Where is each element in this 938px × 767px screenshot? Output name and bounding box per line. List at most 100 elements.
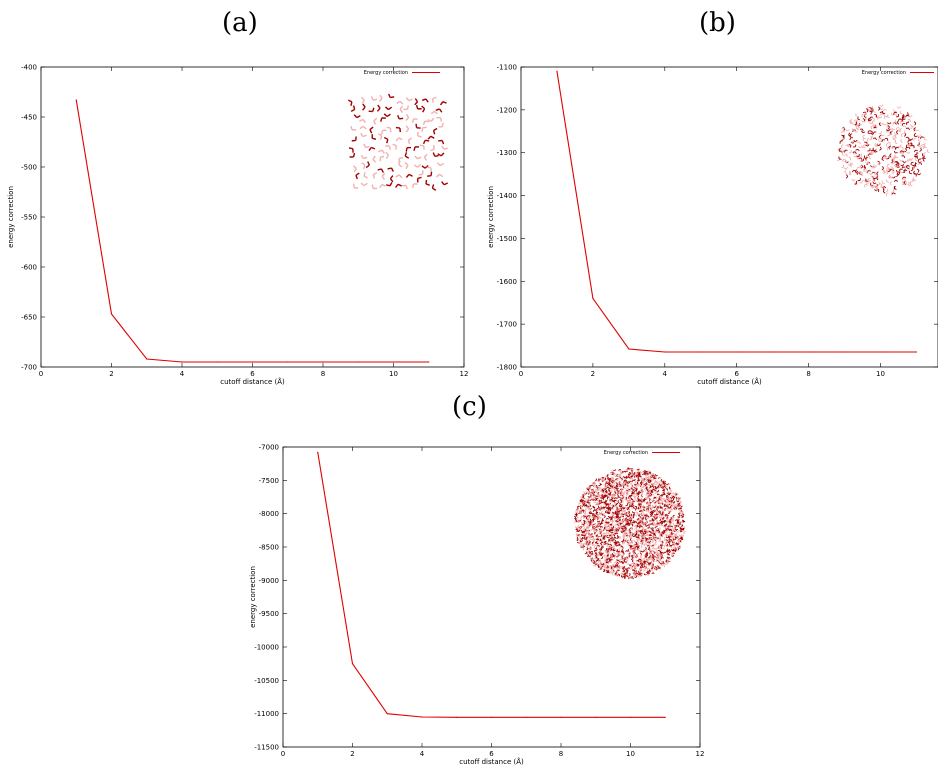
- x-tick-label: 10: [876, 370, 885, 378]
- y-tick-label: -1300: [497, 149, 517, 157]
- plot-frame: [520, 66, 938, 368]
- chart-b: 0 2 4 6 8 10 -1800 -1700 -1600 -1500 -1400 -1300 -12…: [487, 64, 938, 386]
- y-tick-label: -1200: [497, 106, 517, 114]
- data-point: [736, 351, 738, 353]
- x-axis-label: cutoff distance (Å): [697, 377, 762, 386]
- data-point: [807, 351, 810, 353]
- molecular-cluster-inset: [347, 93, 449, 191]
- data-point: [879, 351, 882, 353]
- x-tick-label: 6: [250, 370, 255, 378]
- panel-label-a: (a): [222, 8, 258, 38]
- y-tick-label: -700: [21, 364, 37, 372]
- y-tick-label: -1100: [497, 64, 517, 72]
- y-axis-label: energy correction: [249, 566, 257, 628]
- data-point: [628, 348, 630, 350]
- x-tick-label: 4: [420, 750, 425, 758]
- data-point: [595, 716, 597, 718]
- series-line-energy-correction: [556, 71, 917, 353]
- data-point: [490, 716, 493, 718]
- panel-label-c: (c): [452, 392, 487, 422]
- data-point: [843, 351, 846, 353]
- data-point: [700, 351, 702, 353]
- x-tick-label: 2: [350, 750, 354, 758]
- x-tick-label: 4: [180, 370, 185, 378]
- data-point: [421, 716, 423, 718]
- y-tick-label: -550: [21, 214, 37, 222]
- x-tick-label: 0: [281, 750, 285, 758]
- data-point: [456, 716, 458, 718]
- y-tick-label: -1500: [497, 235, 517, 243]
- x-tick-label: 10: [389, 370, 398, 378]
- x-tick-label: 8: [321, 370, 325, 378]
- data-point: [351, 663, 354, 665]
- legend-label: Energy correction: [604, 450, 648, 456]
- y-tick-label: -500: [21, 164, 37, 172]
- data-point: [287, 361, 289, 363]
- y-tick-label: -1800: [497, 364, 517, 372]
- x-axis-label: cutoff distance (Å): [220, 377, 285, 386]
- y-tick-label: -7000: [259, 444, 279, 452]
- legend-label: Energy correction: [364, 70, 408, 76]
- data-point: [216, 361, 218, 363]
- x-tick-label: 12: [696, 750, 705, 758]
- x-tick-label: 2: [109, 370, 113, 378]
- y-tick-label: -1400: [497, 192, 517, 200]
- x-tick-label: 8: [559, 750, 563, 758]
- data-point: [146, 358, 148, 360]
- data-point: [664, 716, 666, 718]
- x-tick-label: 8: [806, 370, 810, 378]
- x-tick-label: 6: [489, 750, 494, 758]
- data-point: [772, 351, 774, 353]
- y-tick-label: -8000: [259, 510, 279, 518]
- data-point: [75, 99, 77, 101]
- y-tick-label: -400: [21, 64, 37, 72]
- y-tick-label: -1600: [497, 278, 517, 286]
- y-tick-label: -650: [21, 314, 37, 322]
- legend-label: Energy correction: [862, 70, 906, 76]
- data-point: [629, 716, 632, 718]
- data-point: [556, 70, 558, 72]
- molecular-cluster-inset: [837, 104, 930, 197]
- plot-frame: [40, 66, 465, 368]
- y-tick-label: -600: [21, 264, 37, 272]
- data-point: [386, 713, 388, 715]
- x-tick-label: 0: [39, 370, 43, 378]
- x-tick-label: 10: [626, 750, 635, 758]
- y-tick-label: -11500: [254, 744, 279, 752]
- x-tick-label: 2: [591, 370, 595, 378]
- y-tick-label: -10500: [254, 677, 279, 685]
- data-point: [915, 351, 918, 353]
- y-tick-label: -11000: [254, 710, 279, 718]
- data-point: [322, 361, 324, 363]
- data-point: [110, 313, 113, 315]
- y-tick-label: -8500: [259, 544, 279, 552]
- data-point: [664, 351, 666, 353]
- x-tick-label: 6: [734, 370, 739, 378]
- x-tick-label: 4: [663, 370, 668, 378]
- molecular-cluster-inset: [573, 467, 686, 580]
- y-tick-label: -450: [21, 114, 37, 122]
- y-tick-label: -1700: [497, 321, 517, 329]
- data-point: [560, 716, 562, 718]
- y-axis-label: energy correction: [7, 186, 15, 248]
- x-axis-label: cutoff distance (Å): [459, 757, 524, 766]
- chart-c: 0 2 4 6 8 10 12 -11500 -11000 -10500 -10000 -9500 -9…: [249, 444, 704, 767]
- data-point: [251, 361, 254, 363]
- chart-a: 0 2 4 6 8 10 12 -700 -650 -600 -550 -500 -450 -400 cut…: [7, 64, 468, 387]
- panel-label-b: (b): [699, 8, 736, 38]
- data-point: [525, 716, 527, 718]
- y-axis-label: energy correction: [487, 186, 495, 248]
- series-line-energy-correction: [317, 452, 666, 718]
- data-point: [181, 361, 183, 363]
- data-point: [317, 451, 319, 453]
- data-point: [392, 361, 395, 363]
- y-tick-label: -9500: [259, 610, 279, 618]
- x-tick-label: 12: [460, 370, 469, 378]
- y-tick-label: -10000: [254, 644, 279, 652]
- plot-frame: [282, 446, 701, 748]
- y-tick-label: -7500: [259, 477, 279, 485]
- data-point: [592, 297, 594, 300]
- y-tick-label: -9000: [259, 577, 279, 585]
- data-point: [428, 361, 430, 363]
- data-point: [357, 361, 359, 363]
